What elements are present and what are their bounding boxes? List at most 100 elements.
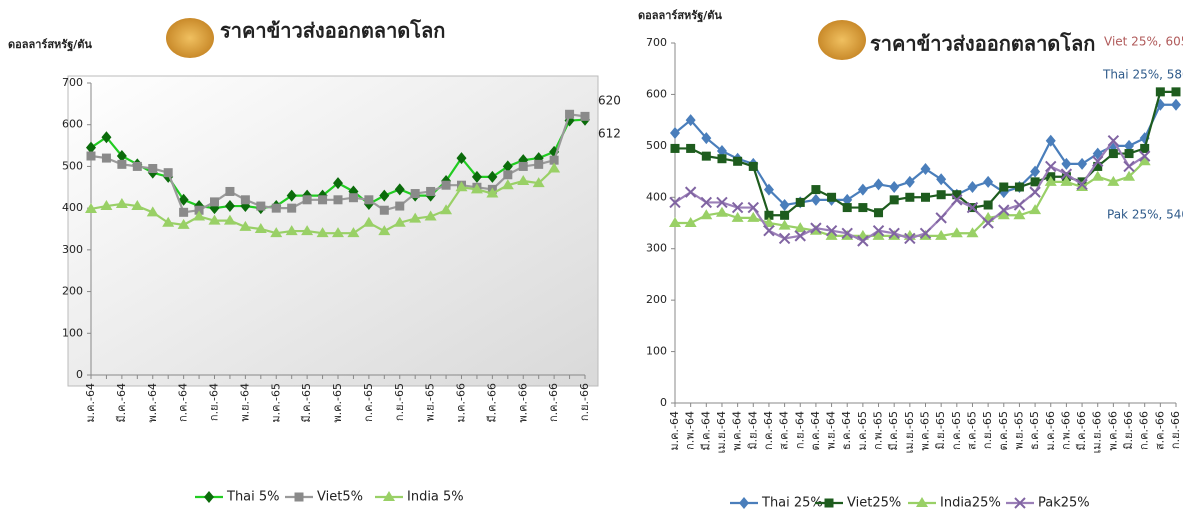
x-tick-label: ก.ค.-64 [762,411,775,450]
marker [811,185,820,194]
marker [686,144,695,153]
marker [796,198,805,207]
x-tick-label: ม.ค.-66 [455,383,468,423]
marker [749,162,758,171]
x-tick-label: มี.ค.-66 [485,383,498,423]
x-tick-label: ก.ย.-66 [1169,411,1182,449]
marker [241,195,250,204]
x-tick-label: พ.ค.-66 [1106,411,1119,451]
y-tick-label: 100 [646,345,667,358]
marker [133,162,142,171]
x-tick-label: ธ.ค.-65 [1028,411,1041,450]
rice-icon [166,18,214,58]
x-tick-label: ก.ค.-64 [177,383,190,422]
marker [411,189,420,198]
marker [225,187,234,196]
marker [318,195,327,204]
x-tick-label: ก.ค.-65 [950,411,963,450]
marker [303,195,312,204]
series-line [675,141,1145,241]
legend-marker [825,499,834,508]
legend-label: Thai 5% [226,490,280,505]
x-tick-label: เม.ย.-64 [715,411,728,453]
y-tick-label: 400 [646,190,667,203]
legend-label: Viet5% [317,490,363,505]
annotation: 620 [598,94,621,108]
y-tick-label: 200 [62,285,83,298]
x-tick-label: พ.ค.-65 [331,383,344,423]
x-tick-label: ส.ค.-66 [1153,411,1166,450]
marker [1015,183,1024,192]
annotation: Pak 25%, 540 [1107,208,1183,222]
marker [349,193,358,202]
marker [905,193,914,202]
marker [519,162,528,171]
annotation: Viet 25%, 605 [1104,35,1183,49]
y-tick-label: 0 [76,368,83,381]
marker [102,154,111,163]
y-axis-label: ดอลลาร์สหรัฐ/ตัน [8,38,92,52]
y-tick-label: 400 [62,201,83,214]
marker [442,181,451,190]
marker [827,193,836,202]
marker [534,160,543,169]
y-tick-label: 0 [660,396,667,409]
marker [581,112,590,121]
x-tick-label: ส.ค.-64 [778,411,791,450]
legend-label: India25% [940,496,1001,511]
legend-marker [204,491,214,503]
marker [999,183,1008,192]
x-tick-label: ก.พ.-64 [684,411,697,450]
x-tick-label: มิ.ย.-65 [934,411,947,450]
marker [858,203,867,212]
rice-pile [166,18,214,58]
y-tick-label: 100 [62,326,83,339]
plot-frame [68,76,598,386]
x-tick-label: พ.ย.-64 [825,411,838,450]
marker [716,207,728,217]
chart-title: ราคาข้าวส่งออกตลาดโลก [220,19,445,43]
x-tick-label: ม.ค.-65 [856,411,869,451]
marker [565,110,574,119]
marker [395,202,404,211]
x-tick-label: มี.ค.-65 [300,383,313,423]
marker [1156,87,1165,96]
marker [843,203,852,212]
marker [117,160,126,169]
y-tick-label: 600 [646,87,667,100]
marker [1029,204,1041,214]
x-tick-label: พ.ค.-66 [516,383,529,423]
marker [503,170,512,179]
x-tick-label: พ.ค.-65 [919,411,932,451]
page: ราคาข้าวส่งออกตลาดโลกดอลลาร์สหรัฐ/ตัน010… [0,0,1183,512]
x-tick-label: ก.ย.-64 [208,383,221,421]
x-tick-label: ก.ย.-64 [793,411,806,449]
x-tick-label: ก.ค.-65 [362,383,375,422]
chart-title: ราคาข้าวส่งออกตลาดโลก [870,32,1095,56]
x-tick-label: มี.ค.-64 [699,411,712,451]
marker [874,178,884,190]
y-tick-label: 300 [646,242,667,255]
x-tick-label: ม.ค.-66 [1044,411,1057,451]
annotation: 612 [598,127,621,141]
marker [426,187,435,196]
y-tick-label: 700 [62,76,83,89]
marker [380,206,389,215]
x-tick-label: มี.ค.-65 [887,411,900,451]
marker [702,152,711,161]
marker [984,201,993,210]
x-tick-label: พ.ย.-65 [424,383,437,422]
marker [1092,171,1104,181]
marker [921,193,930,202]
marker [87,152,96,161]
x-tick-label: ก.ค.-66 [547,383,560,422]
marker [334,195,343,204]
marker [1046,161,1056,171]
marker [364,195,373,204]
marker [811,194,821,206]
y-tick-label: 700 [646,36,667,49]
marker [858,184,868,196]
x-tick-label: ก.พ.-66 [1059,411,1072,450]
marker [780,211,789,220]
marker [983,176,993,188]
